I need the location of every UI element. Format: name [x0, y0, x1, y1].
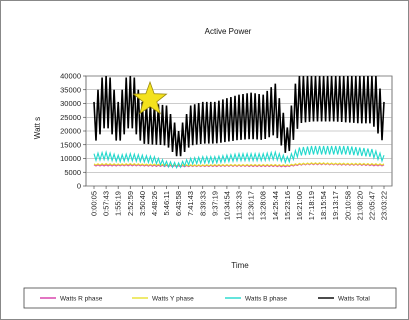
- y-tick-label: 40000: [60, 72, 81, 81]
- legend-entry: Watts R phase: [60, 295, 103, 302]
- x-tick-label: 22:05:47: [367, 191, 376, 220]
- legend: Watts R phase Watts Y phase Watts B phase W…: [40, 295, 370, 302]
- y-tick-label: 25000: [60, 113, 81, 122]
- chart-title: Active Power: [205, 27, 252, 36]
- x-tick-label: 17:18:19: [307, 191, 316, 220]
- x-tick-label: 12:30:17: [247, 191, 256, 220]
- x-tick-label: 1:55:19: [114, 191, 123, 216]
- x-tick-label: 5:46:11: [162, 191, 171, 215]
- x-tick-label: 19:13:17: [331, 191, 340, 220]
- series-line-4: [93, 75, 385, 157]
- legend-entry: Watts Y phase: [152, 295, 194, 302]
- x-tick-label: 0:57:43: [102, 191, 111, 216]
- y-tick-label: 15000: [60, 140, 81, 149]
- y-tick-label: 5000: [64, 168, 81, 177]
- y-axis-label: Watt s: [33, 117, 42, 139]
- x-tick-label: 11:32:33: [235, 191, 244, 220]
- series-line-3: [93, 145, 385, 170]
- x-tick-label: 3:50:40: [138, 191, 147, 216]
- x-tick-label: 4:48:26: [150, 191, 159, 216]
- x-axis-label: Time: [231, 261, 249, 270]
- y-tick-labels: 0 5000 10000 15000 20000 25000 30000 35000 40000: [60, 72, 86, 191]
- x-tick-label: 0:00:05: [90, 191, 99, 216]
- x-tick-label: 16:21:00: [295, 191, 304, 220]
- series-lines: [93, 75, 385, 170]
- x-tick-label: 10:34:54: [222, 191, 231, 220]
- y-tick-label: 20000: [60, 127, 81, 136]
- y-tick-label: 10000: [60, 154, 81, 163]
- legend-box: [23, 287, 397, 309]
- star-icon: [132, 80, 168, 115]
- x-tick-label: 18:15:54: [319, 191, 328, 220]
- x-tick-label: 13:28:08: [259, 191, 268, 220]
- series-line-2: [93, 162, 385, 167]
- plot-area: [85, 75, 393, 187]
- legend-entry: Watts Total: [338, 295, 370, 302]
- x-tick-label: 7:41:43: [186, 191, 195, 216]
- x-tick-label: 9:37:19: [210, 191, 219, 216]
- x-tick-label: 2:52:59: [126, 191, 135, 216]
- y-tick-label: 30000: [60, 99, 81, 108]
- x-tick-label: 23:03:22: [380, 191, 389, 220]
- x-tick-label: 6:43:58: [174, 191, 183, 216]
- x-tick-label: 14:25:44: [271, 191, 280, 220]
- x-tick-label: 20:10:58: [343, 191, 352, 220]
- y-tick-label: 35000: [60, 85, 81, 94]
- x-tick-label: 21:08:20: [355, 191, 364, 220]
- x-tick-label: 15:23:16: [283, 191, 292, 220]
- x-tick-label: 8:39:33: [198, 191, 207, 216]
- x-tick-labels: 0:00:05 0:57:43 1:55:19 2:52:59 3:50:40 4:48:…: [90, 186, 389, 220]
- y-tick-label: 0: [77, 182, 81, 191]
- legend-entry: Watts B phase: [245, 295, 287, 302]
